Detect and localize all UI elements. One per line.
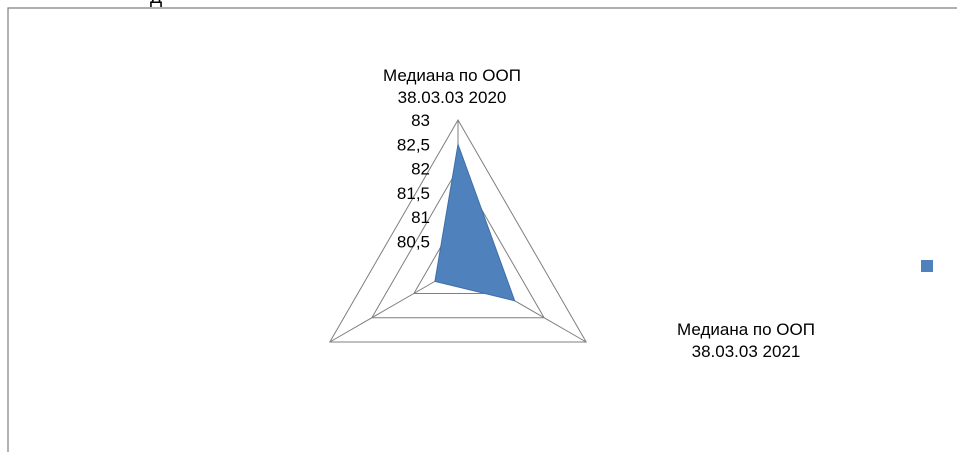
axis-label: Медиана по ООП 38.03.03 2020 <box>383 66 521 107</box>
grid-ring <box>371 167 545 319</box>
series-area <box>434 142 516 302</box>
radar-series <box>434 142 516 302</box>
radial-tick-label: 81,5 <box>397 184 430 203</box>
radial-tick-label: 81 <box>411 208 430 227</box>
axis-labels: Медиана по ООП 38.03.03 2020 Медиана по ОО… <box>383 66 815 361</box>
axis-label: Медиана по ООП 38.03.03 2021 <box>677 320 815 361</box>
chart-border-line <box>7 7 957 452</box>
grid-ring <box>328 118 588 343</box>
chart-title-fragment: Д <box>150 0 162 7</box>
radial-tick-label: 82 <box>411 160 430 179</box>
legend <box>921 260 933 272</box>
radial-tick-label: 82,5 <box>397 135 430 154</box>
chart-border <box>7 7 957 452</box>
legend-marker <box>921 260 933 272</box>
radial-tick-labels: 80,5 81 81,5 82 82,5 83 <box>397 111 430 251</box>
radial-tick-label: 83 <box>411 111 430 130</box>
radial-tick-label: 80,5 <box>397 232 430 251</box>
